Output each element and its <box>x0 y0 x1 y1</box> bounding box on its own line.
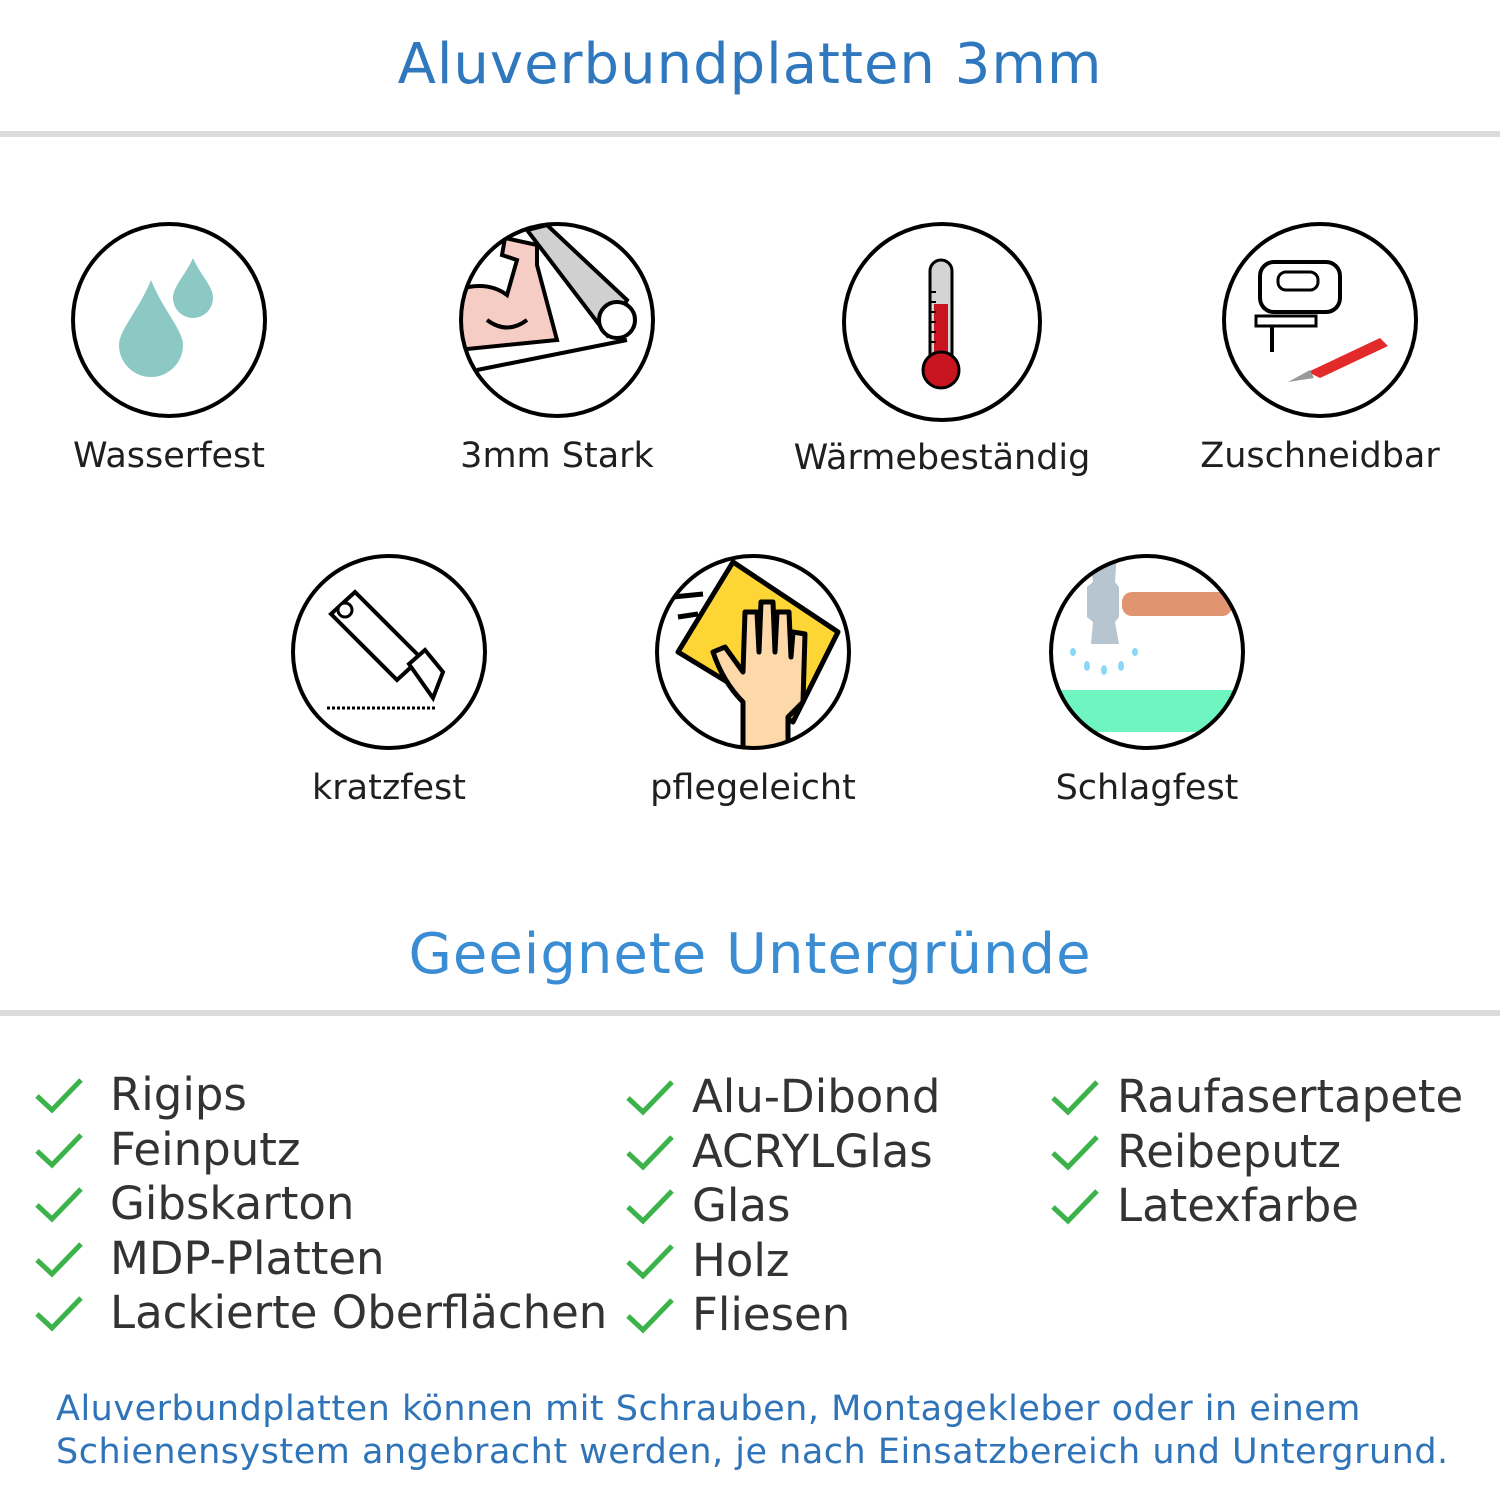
mounting-note-line: Aluverbundplatten können mit Schrauben, … <box>56 1389 1361 1429</box>
strong-arm-icon <box>459 222 655 418</box>
surface-label: MDP-Platten <box>110 1231 385 1285</box>
feature-label: pflegeleicht <box>650 768 856 808</box>
surface-label: Gibskarton <box>110 1177 355 1230</box>
surface-label: Lackierte Oberflächen <box>110 1286 608 1339</box>
thermometer-icon <box>842 222 1042 422</box>
check-icon <box>35 1078 83 1114</box>
cleaning-hand-icon <box>655 554 851 750</box>
feature-schlagfest: Schlagfest <box>967 552 1327 808</box>
check-icon <box>35 1241 83 1278</box>
check-icon <box>1051 1134 1099 1171</box>
jigsaw-icon <box>1222 222 1418 418</box>
page-title: Aluverbundplatten 3mm <box>397 32 1103 97</box>
feature-label: Wärmebeständig <box>793 438 1091 478</box>
surface-label: Raufasertapete <box>1117 1070 1464 1123</box>
check-icon <box>626 1189 674 1225</box>
surface-label: ACRYLGlas <box>692 1124 933 1178</box>
hammer-icon <box>1049 554 1245 750</box>
feature-label: Schlagfest <box>1055 768 1239 808</box>
feature-label: Wasserfest <box>72 436 266 476</box>
check-icon <box>626 1243 674 1280</box>
divider <box>0 1010 1500 1016</box>
surface-label: Rigips <box>110 1068 247 1121</box>
section-title: Geeignete Untergründe <box>408 922 1092 987</box>
surface-label: Reibeputz <box>1117 1124 1342 1178</box>
check-icon <box>1051 1080 1099 1116</box>
feature-kratzfest: kratzfest <box>209 552 569 808</box>
mounting-note: Aluverbundplatten können mit Schrauben, … <box>56 1388 1449 1474</box>
surface-label: Latexfarbe <box>1117 1179 1359 1232</box>
check-icon <box>1051 1189 1099 1225</box>
feature-pflegeleicht: pflegeleicht <box>573 552 933 808</box>
check-icon <box>626 1080 674 1116</box>
feature-label: kratzfest <box>311 768 466 808</box>
feature-zuschneidbar: Zuschneidbar <box>1140 220 1500 476</box>
check-icon <box>35 1187 83 1223</box>
feature-wasserfest: Wasserfest <box>0 220 349 476</box>
feature-label: 3mm Stark <box>460 436 654 476</box>
surface-label: Glas <box>692 1179 791 1232</box>
check-icon <box>35 1296 83 1332</box>
feature-waermebestaendig: Wärmebeständig <box>762 222 1122 478</box>
feature-3mm-stark: 3mm Stark <box>377 220 737 476</box>
check-icon <box>626 1134 674 1171</box>
mounting-note-line: Schienensystem angebracht werden, je nac… <box>56 1432 1449 1472</box>
feature-label: Zuschneidbar <box>1200 436 1440 476</box>
surface-label: Holz <box>692 1233 790 1287</box>
check-icon <box>35 1132 83 1169</box>
divider <box>0 131 1500 137</box>
water-drops-icon <box>71 222 267 418</box>
cutter-knife-icon <box>291 554 487 750</box>
surface-label: Fliesen <box>692 1288 851 1341</box>
surface-label: Alu-Dibond <box>692 1070 941 1123</box>
surface-label: Feinputz <box>110 1122 301 1176</box>
check-icon <box>626 1298 674 1334</box>
